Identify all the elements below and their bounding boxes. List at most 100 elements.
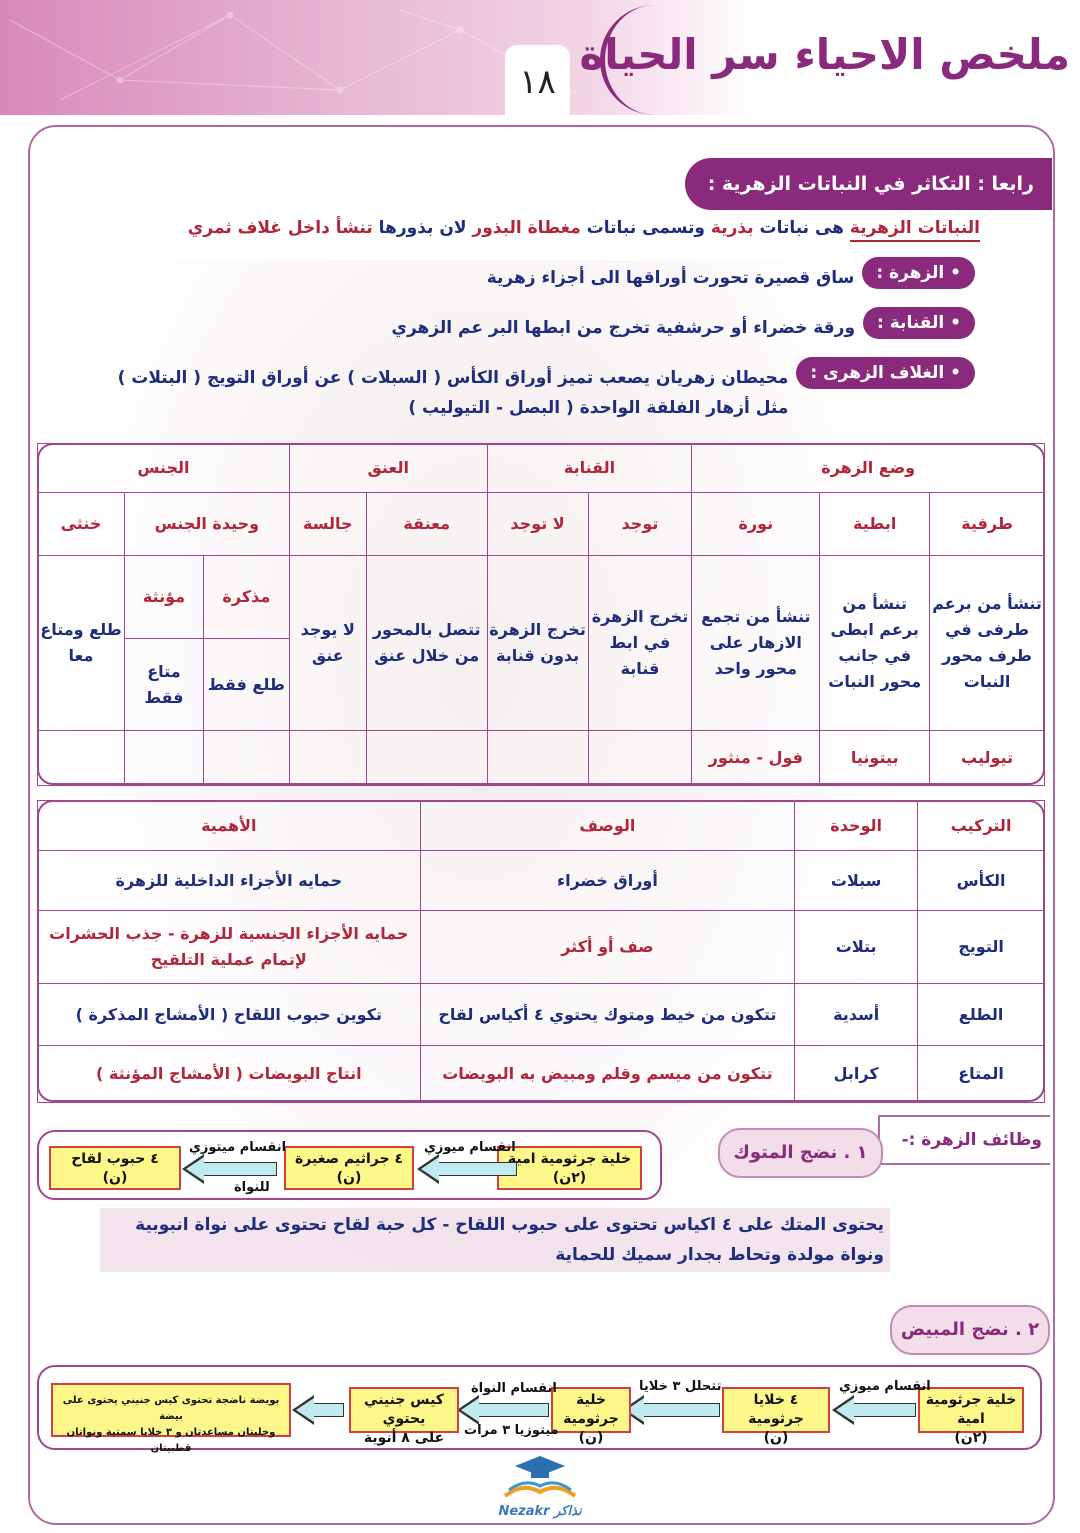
- sub-ebracteate: لا توجد: [486, 492, 589, 556]
- flow-box-text: وخليتان مساعدتان و ٣ خلايا سمتية ونواتان…: [66, 1427, 276, 1454]
- flow-label: تتحلل ٣ خلايا: [639, 1379, 722, 1394]
- flow-label: انقسام ميوزي: [839, 1379, 931, 1394]
- functions-title: وظائف الزهرة :-: [878, 1115, 1050, 1165]
- definition-perianth: • الغلاف الزهرى : محيطان زهريان يصعب تميز…: [100, 357, 975, 423]
- anther-maturation-title: ١ . نضج المتوك: [718, 1128, 883, 1178]
- header-structure: التركيب: [917, 800, 1045, 851]
- header-importance: الأهمية: [37, 800, 421, 851]
- cell-description: تتكون من ميسم وقلم ومبيض به البويضات: [419, 1045, 796, 1103]
- content-frame: [28, 125, 1055, 1525]
- definition-flower: • الزهرة : ساق قصيرة تحورت أوراقها الى أج…: [487, 257, 975, 293]
- flow-label: انقسام النواة: [471, 1381, 557, 1396]
- header-unit: الوحدة: [794, 800, 919, 851]
- male-label: مذكرة: [202, 555, 290, 639]
- flow-label: للنواة: [234, 1180, 270, 1195]
- arrow-left-icon: [292, 1395, 344, 1425]
- definition-bract: • القنابة : ورقة خضراء أو حرشفية تخرج من …: [391, 307, 975, 343]
- table-row: التويج بتلات صف أو أكثر حمايه الأجزاء الجنس…: [37, 910, 1045, 984]
- arrow-left-icon: [832, 1395, 916, 1425]
- logo-text: Nezakr نذاكر: [498, 1504, 582, 1519]
- male-desc: طلع فقط: [202, 638, 290, 731]
- flow-box-ploidy: على ٨ أنوية: [363, 1430, 445, 1446]
- flower-types-table: وضع الزهرة القنابة العنق الجنس طرفية ابط…: [37, 443, 1045, 786]
- ovary-flow-diagram: خلية جرثومية امية (٢ن) انقسام ميوزي ٤ خلا…: [37, 1365, 1042, 1454]
- cell-structure: الكأس: [917, 850, 1045, 911]
- empty-cell: [587, 730, 693, 786]
- definition-text: ساق قصيرة تحورت أوراقها الى أجزاء زهرية: [486, 268, 855, 288]
- flow-box: ٤ جراثيم صغيرة (ن): [284, 1146, 414, 1190]
- page-number: ١٨: [505, 45, 570, 115]
- example-terminal: تيوليب: [929, 730, 1045, 786]
- flow-box-ploidy: (ن): [336, 1170, 362, 1186]
- term-pill: • الغلاف الزهرى :: [796, 357, 975, 389]
- flow-box-ploidy: (٢ن): [954, 1430, 988, 1446]
- title-arc: [600, 5, 680, 115]
- sub-inflorescence: نورة: [691, 492, 821, 556]
- header-position: وضع الزهرة: [691, 443, 1045, 493]
- cell-unit: بتلات: [794, 910, 919, 984]
- desc-pedicellate: تتصل بالمحور من خلال عنق: [365, 555, 488, 731]
- sub-bracteate: توجد: [587, 492, 693, 556]
- intro-fruit: تنشأ داخل غلاف ثمري: [187, 218, 373, 238]
- sub-sessile: جالسة: [288, 492, 367, 556]
- cell-importance: حمايه الأجزاء الداخلية للزهرة: [37, 850, 421, 911]
- empty-cell: [202, 730, 290, 786]
- definition-text: ورقة خضراء أو حرشفية تخرج من ابطها البر …: [391, 318, 856, 338]
- flow-box-ploidy: (ن): [102, 1170, 128, 1186]
- cell-description: أوراق خضراء: [419, 850, 796, 911]
- sub-axillary: ابطية: [819, 492, 931, 556]
- flow-box: خلية جرثومية امية (٢ن): [497, 1146, 642, 1190]
- intro-text: وتسمى نباتات: [580, 218, 711, 238]
- cell-description: صف أو أكثر: [419, 910, 796, 984]
- cell-unit: كرابل: [794, 1045, 919, 1103]
- flow-box-text: ٤ حبوب لقاح: [71, 1151, 159, 1167]
- empty-cell: [486, 730, 589, 786]
- sub-hermaphrodite: خنثى: [37, 492, 125, 556]
- intro-seed: بذرية: [710, 218, 754, 238]
- page-title: ملخص الاحياء سر الحياة: [579, 30, 1071, 79]
- arrow-left-icon: [457, 1395, 549, 1425]
- definition-text: محيطان زهريان يصعب تميز أوراق الكأس ( ال…: [117, 368, 789, 418]
- flow-box-text: خلية جرثومية امية: [925, 1392, 1017, 1427]
- flow-box-text: بويضة ناضجة تحتوى كيس جنيني يحتوى على بي…: [62, 1395, 280, 1422]
- table-row: الطلع أسدية تتكون من خيط ومتوك يحتوي ٤ أكي…: [37, 983, 1045, 1046]
- example-axillary: بيتونيا: [819, 730, 931, 786]
- flow-box: خلية جرثومية (ن): [551, 1387, 631, 1446]
- flow-box: كيس جنيني يحتوي على ٨ أنوية: [349, 1387, 459, 1446]
- flow-box: خلية جرثومية امية (٢ن): [918, 1387, 1024, 1446]
- flow-box-ploidy: (٢ن): [552, 1170, 587, 1186]
- cell-importance: حمايه الأجزاء الجنسية للزهرة - جذب الحشر…: [37, 910, 421, 984]
- sub-terminal: طرفية: [929, 492, 1045, 556]
- cell-structure: المتاع: [917, 1045, 1045, 1103]
- desc-ebracteate: تخرج الزهرة بدون قنابة: [486, 555, 589, 731]
- intro-text: هى نباتات: [753, 218, 850, 238]
- cell-structure: الطلع: [917, 983, 1045, 1046]
- header-bract: القنابة: [486, 443, 693, 493]
- flow-box: ٤ خلايا جرثومية (ن): [722, 1387, 830, 1446]
- intro-text: لان بذورها: [372, 218, 473, 238]
- desc-sessile: لا يوجد عنق: [288, 555, 367, 731]
- sub-unisexual: وحيدة الجنس: [123, 492, 290, 556]
- desc-inflorescence: تنشأ من تجمع الازهار على محور واحد: [691, 555, 821, 731]
- cell-importance: تكوين حبوب اللقاح ( الأمشاج المذكرة ): [37, 983, 421, 1046]
- empty-cell: [365, 730, 488, 786]
- sub-pedicellate: معنقة: [365, 492, 488, 556]
- flow-label: ميتوزيا ٣ مرات: [464, 1423, 559, 1438]
- term-pill: • الزهرة :: [862, 257, 975, 289]
- desc-axillary: تنشأ من برعم ابطى في جانب محور النبات: [819, 555, 931, 731]
- intro-definition: النباتات الزهرية هى نباتات بذرية وتسمى ن…: [187, 218, 980, 242]
- intro-term: النباتات الزهرية: [849, 218, 980, 242]
- anther-description: يحتوى المتك على ٤ اكياس تحتوى على حبوب ا…: [100, 1208, 890, 1272]
- arrow-left-icon: [417, 1154, 517, 1184]
- cell-structure: التويج: [917, 910, 1045, 984]
- flow-box: بويضة ناضجة تحتوى كيس جنيني يحتوى على بي…: [51, 1383, 291, 1454]
- empty-cell: [123, 730, 204, 786]
- term-pill: • القنابة :: [863, 307, 975, 339]
- flow-box-ploidy: (ن): [763, 1430, 789, 1446]
- flow-box-text: ٤ خلايا جرثومية: [748, 1392, 804, 1427]
- flow-box-text: خلية جرثومية: [563, 1392, 619, 1427]
- header-pedicel: العنق: [288, 443, 488, 493]
- cell-description: تتكون من خيط ومتوك يحتوي ٤ أكياس لقاح: [419, 983, 796, 1046]
- empty-cell: [288, 730, 367, 786]
- flow-box-text: خلية جرثومية امية: [507, 1151, 632, 1167]
